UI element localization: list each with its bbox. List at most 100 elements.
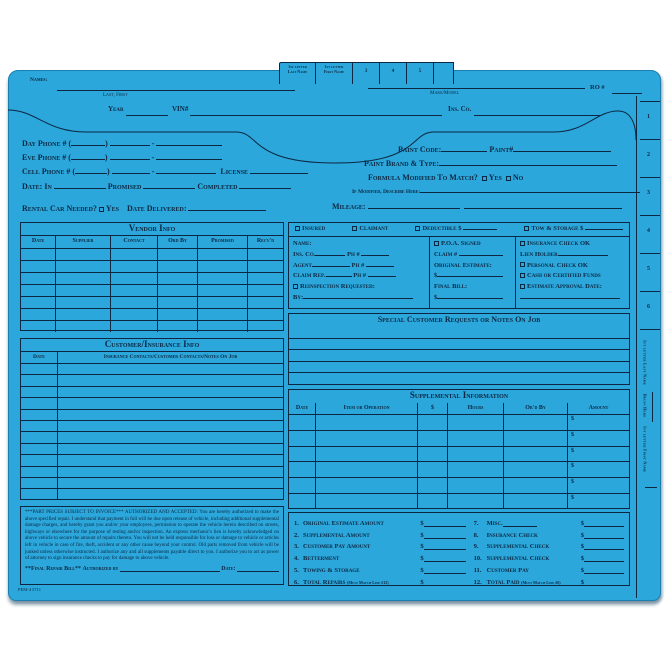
table-cell: $ (567, 430, 629, 446)
table-cell (315, 493, 417, 509)
blank-line (315, 251, 346, 256)
supplemental-table-row: $ (289, 429, 629, 446)
table-cell: $ (420, 555, 424, 563)
tab-4: 4 (380, 62, 407, 84)
total-line-label: Customer Pay (486, 566, 529, 574)
blank-line (458, 251, 503, 256)
table-cell (57, 432, 283, 443)
table-cell (157, 273, 197, 284)
table-cell (110, 261, 157, 272)
blank-line (520, 294, 620, 299)
blank-line (119, 565, 220, 572)
personal-check-label: Personal Check OK (527, 261, 588, 269)
table-cell (57, 420, 283, 432)
insured-label: Insured (302, 225, 326, 232)
total-line-note: (Must Match Line #12) (347, 579, 389, 585)
table-cell (197, 261, 247, 272)
table-cell (247, 297, 283, 308)
vendor-table-row (21, 272, 283, 284)
totals-box: 1. Original Estimate Amount $ 2. Supplement… (288, 512, 630, 586)
margin-rule (640, 291, 660, 292)
table-cell (21, 467, 57, 477)
customer-table-row (21, 431, 283, 443)
blank-line (188, 204, 267, 211)
blank-line (420, 188, 641, 193)
table-cell: - (151, 167, 155, 176)
form-number: PEM-4 5711 (18, 587, 41, 592)
table-cell (21, 432, 57, 442)
approval-date-label: Estimate Approval Date: (527, 283, 602, 291)
hcell: Contact (110, 236, 157, 248)
mileage-label: Mileage: (332, 202, 366, 211)
promised-label: Promised (107, 182, 142, 191)
total-line-label: Supplemental Check (486, 555, 550, 563)
eve-phone-row: Eve Phone # () - (22, 153, 223, 162)
table-cell (289, 431, 315, 446)
table-cell: $ (567, 415, 629, 430)
trow: 3. Customer Pay Amount $ (294, 539, 466, 551)
table-cell (21, 455, 57, 465)
checkbox-icon (520, 262, 525, 268)
legal-text: ***PART PRICES SUBJECT TO INVOICE*** AUT… (25, 510, 279, 562)
ro-number-label: RO # (590, 84, 605, 91)
supplemental-table-row: $ (289, 492, 629, 509)
table-cell: $ (580, 519, 584, 527)
checkbox-icon (295, 225, 300, 231)
table-cell: $ (567, 462, 629, 478)
table-cell: 11. (473, 566, 482, 574)
table-cell: $ (434, 271, 511, 282)
table-cell (289, 415, 315, 430)
margin-label-begin-here: Begin Here (642, 394, 648, 418)
table-cell (55, 309, 110, 320)
customer-table-row (21, 465, 283, 477)
checkbox-icon (520, 272, 525, 278)
blank-line (303, 294, 414, 299)
customer-insurance-title: Customer/Insurance Info (21, 339, 283, 352)
table-cell: $ (434, 272, 438, 280)
table-cell: Ins. Co. Ph # (293, 250, 425, 261)
formula-row: Formula Modified To Match? Yes No (368, 173, 523, 182)
names-label: Names: (30, 77, 48, 83)
table-cell (289, 478, 315, 493)
table-cell (289, 494, 315, 509)
total-line-label: Misc. (486, 519, 503, 527)
vehicle-blank-line (368, 88, 585, 89)
margin-rule (640, 253, 660, 254)
table-cell (21, 478, 57, 488)
customer-table-row (21, 488, 283, 500)
authorized-by-label: Authorized by (82, 565, 119, 572)
customer-table-row (21, 374, 283, 386)
vendor-table-row (21, 296, 283, 308)
checkbox-icon (520, 283, 525, 289)
final-bill-label: Final Bill: (434, 283, 468, 291)
table-cell (503, 430, 567, 446)
totals-right-column: 7. Misc. $ 8. Insurance Check $ 9. Supplement… (466, 515, 624, 586)
table-cell: ) (107, 167, 110, 176)
day-phone-label: Day Phone # ( (22, 139, 72, 148)
hcell: Insurance Contacts/Customer Contacts/Not… (57, 352, 283, 363)
claim-insco-label: Ins. Co. (293, 250, 316, 258)
blank-line (156, 139, 223, 146)
special-requests-box: Special Customer Requests or Notes On Jo… (288, 313, 630, 385)
customer-table-row (21, 363, 283, 375)
table-cell: Last Name (287, 68, 308, 74)
margin-divider-line (636, 96, 637, 598)
table-cell: ) (105, 139, 108, 148)
year-label: Year (108, 105, 124, 113)
table-cell: 1st letter (324, 64, 344, 69)
table-cell (417, 462, 447, 478)
table-cell: ) (104, 153, 108, 162)
table-cell: 6. (294, 578, 299, 586)
trow: 5. Towing & Storage $ (294, 562, 466, 574)
supplemental-table-row: $ (289, 461, 629, 478)
table-cell (447, 478, 503, 493)
margin-rule (640, 177, 660, 178)
table-cell: $ (580, 543, 584, 551)
original-estimate-label: Original Estimate: (434, 261, 492, 269)
table-cell (57, 466, 283, 477)
total-line-label: Customer Pay Amount (303, 543, 371, 551)
blank-line (237, 565, 279, 572)
year-blank-line (126, 115, 168, 116)
table-cell (21, 444, 57, 454)
